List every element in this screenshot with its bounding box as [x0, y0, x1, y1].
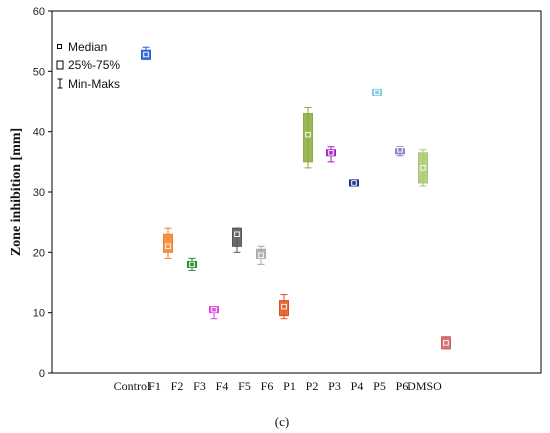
median-marker — [328, 150, 334, 156]
x-tick-label: F5 — [238, 379, 251, 393]
plot-frame — [51, 10, 542, 374]
median-marker — [281, 303, 287, 310]
x-tick-label: P2 — [306, 379, 319, 393]
x-tick-label: P3 — [328, 379, 341, 393]
median-marker — [234, 231, 240, 237]
median-marker — [374, 89, 380, 96]
x-tick-label: P5 — [373, 379, 386, 393]
legend: Median 25%-75% Min-Maks — [56, 40, 120, 91]
x-tick-label: P6 — [396, 379, 409, 393]
box-f5 — [256, 245, 266, 265]
median-marker — [351, 180, 357, 186]
plot-border — [51, 10, 542, 374]
iqr-box — [441, 336, 451, 350]
x-tick-label: P1 — [283, 379, 296, 393]
iqr-box — [209, 306, 219, 314]
box-f2 — [187, 257, 197, 271]
box-p5 — [395, 146, 405, 157]
x-tick-label: DMSO — [407, 379, 442, 393]
iqr-box — [395, 148, 405, 155]
box-f6 — [279, 294, 289, 320]
box-p3 — [349, 179, 359, 187]
y-tick-label: 0 — [39, 368, 45, 380]
box-control — [141, 46, 151, 60]
median-marker — [258, 252, 264, 259]
box-p1 — [303, 107, 313, 169]
figure-caption: (c) — [275, 414, 289, 429]
median-marker — [143, 51, 149, 58]
legend-iqr-symbol — [56, 60, 64, 70]
median-marker — [305, 131, 311, 138]
box-p4 — [372, 88, 382, 96]
iqr-box — [418, 152, 428, 184]
box-p6 — [418, 149, 428, 187]
iqr-box — [141, 49, 151, 60]
y-tick-label: 20 — [33, 247, 45, 259]
median-marker — [165, 243, 171, 250]
box-f3 — [209, 306, 219, 320]
x-tick-label: Control — [114, 379, 151, 393]
iqr-box — [372, 88, 382, 96]
x-tick-label: F1 — [148, 379, 161, 393]
legend-median-label: Median — [68, 40, 107, 54]
boxes-layer — [141, 46, 451, 350]
x-tick-label: P4 — [351, 379, 364, 393]
y-tick-label: 60 — [33, 6, 45, 18]
box-p2 — [326, 146, 336, 163]
median-marker — [420, 165, 426, 171]
y-tick-label: 30 — [33, 187, 45, 199]
iqr-box — [349, 179, 359, 187]
y-axis-label: Zone inhibition [mm] — [9, 128, 24, 256]
x-tick-label: F4 — [216, 379, 229, 393]
iqr-box — [303, 113, 313, 163]
legend-iqr-label: 25%-75% — [68, 58, 120, 72]
iqr-box — [232, 227, 242, 247]
iqr-box — [279, 300, 289, 317]
iqr-box — [187, 260, 197, 268]
x-tick-label: F2 — [171, 379, 184, 393]
x-tick-label: F6 — [261, 379, 274, 393]
iqr-box — [326, 149, 336, 157]
box-f4 — [232, 227, 242, 253]
box-f1 — [163, 227, 173, 259]
median-marker — [211, 306, 217, 313]
box-dmso — [441, 336, 451, 350]
median-marker — [189, 261, 195, 268]
legend-range-label: Min-Maks — [68, 77, 120, 91]
median-marker — [443, 340, 449, 346]
y-tick-label: 50 — [33, 66, 45, 78]
median-marker — [397, 147, 403, 153]
y-tick-label: 40 — [33, 127, 45, 139]
x-tick-label: F3 — [193, 379, 206, 393]
iqr-box — [256, 248, 266, 259]
iqr-box — [163, 233, 173, 253]
y-axis: 0 10 20 30 40 50 60 — [33, 6, 52, 380]
legend-median-symbol — [57, 44, 62, 49]
y-tick-label: 10 — [33, 308, 45, 320]
